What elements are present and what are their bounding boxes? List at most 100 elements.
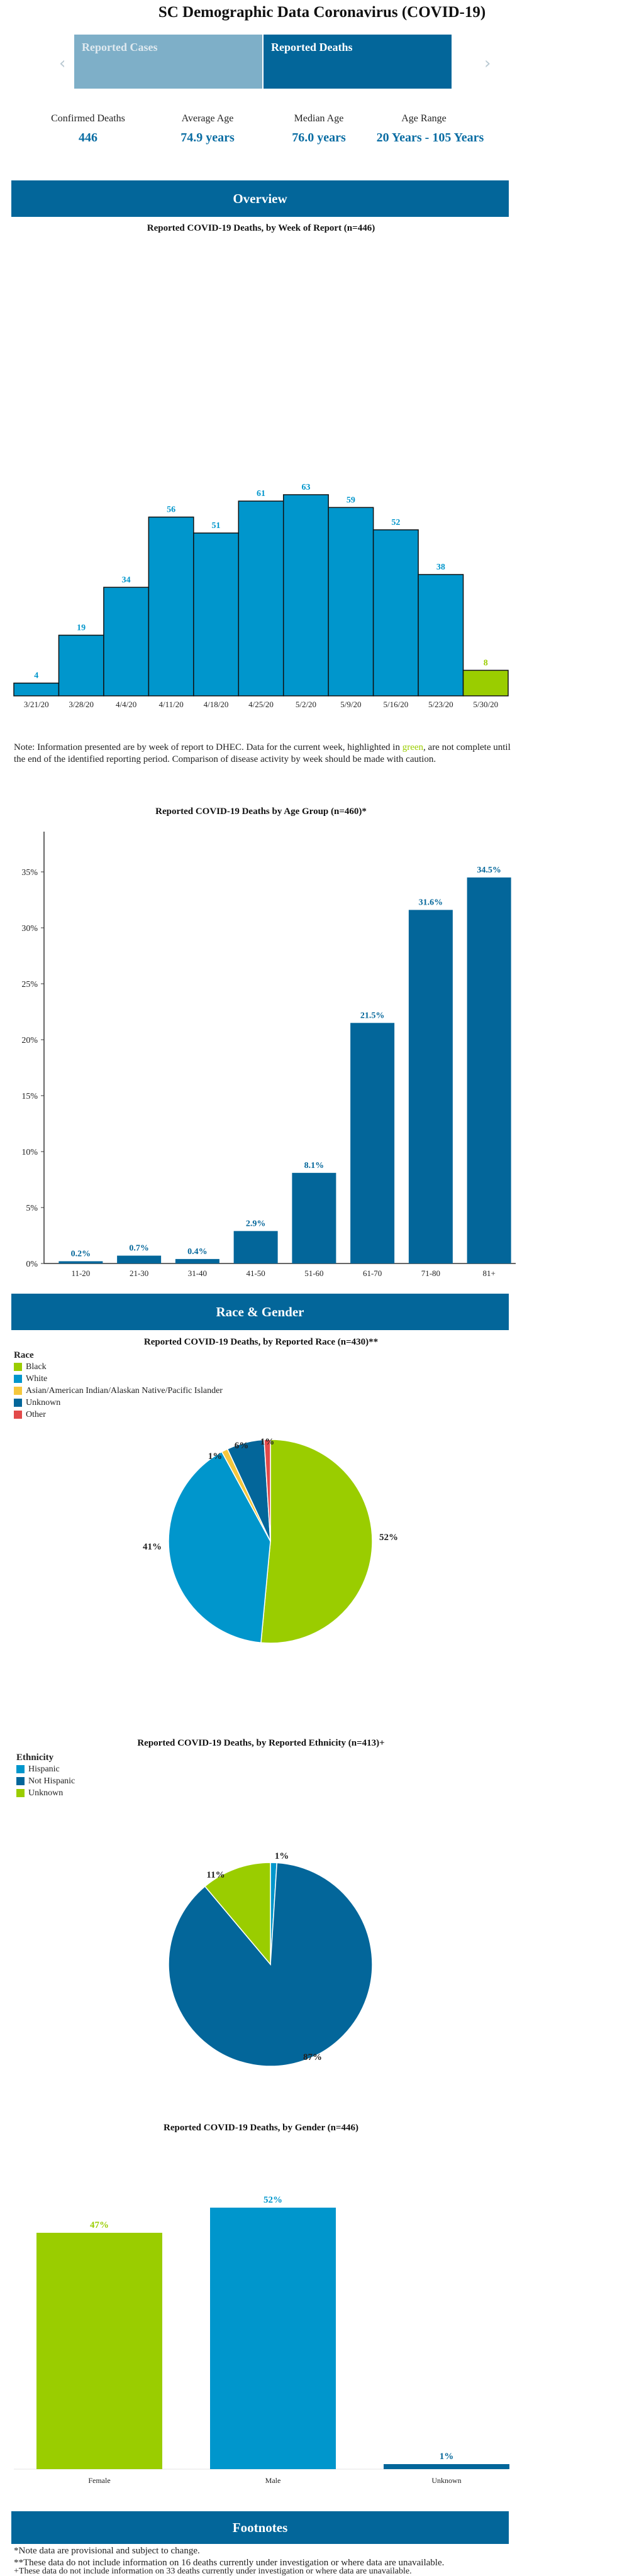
- data-label: 4: [34, 671, 38, 681]
- data-label: 52: [391, 518, 400, 527]
- slice-label: 52%: [379, 1533, 398, 1543]
- data-label: 2.9%: [246, 1219, 266, 1228]
- legend-label: Unknown: [28, 1788, 64, 1798]
- legend-item: White: [14, 1373, 223, 1385]
- x-tick-label: 11-20: [71, 1269, 90, 1278]
- data-label: 19: [77, 623, 86, 632]
- x-tick-label: 3/28/20: [69, 700, 94, 709]
- bar: [58, 1261, 103, 1263]
- stat-label-age-range: Age Range: [401, 113, 447, 124]
- legend-label: White: [26, 1373, 48, 1384]
- data-label: 51: [212, 521, 221, 531]
- stat-value-average-age: 74.9 years: [180, 131, 235, 145]
- footnote-2: **These data do not include information …: [14, 2558, 445, 2568]
- legend-item: Unknown: [14, 1397, 223, 1409]
- bar: [193, 532, 240, 696]
- y-tick-label: 35%: [21, 868, 38, 878]
- tab-reported-deaths[interactable]: Reported Deaths: [264, 35, 452, 89]
- slice-label: 1%: [275, 1851, 289, 1861]
- chart-title-ethnicity: Reported COVID-19 Deaths, by Reported Et…: [137, 1738, 385, 1748]
- chart-title-gender: Reported COVID-19 Deaths, by Gender (n=4…: [164, 2123, 358, 2133]
- bar: [148, 516, 194, 696]
- legend-item: Not Hispanic: [16, 1775, 75, 1787]
- note-text-end: , are not complete until the end of the …: [14, 742, 511, 764]
- stat-value-age-range: 20 Years - 105 Years: [376, 131, 484, 145]
- x-tick-label: 4/18/20: [204, 700, 229, 709]
- data-label: 8.1%: [304, 1161, 325, 1170]
- bar: [210, 2208, 336, 2469]
- pie-slice: [264, 1439, 271, 1542]
- bar: [238, 500, 284, 696]
- x-tick-label: 5/16/20: [383, 700, 408, 709]
- legend-label: Black: [26, 1362, 47, 1372]
- legend-item: Other: [14, 1409, 223, 1421]
- legend-label: Hispanic: [28, 1764, 60, 1774]
- legend-item: Black: [14, 1361, 223, 1373]
- bar: [467, 877, 511, 1263]
- footnote-3: +These data do not include information o…: [14, 2567, 412, 2576]
- bar: [408, 910, 453, 1263]
- x-tick-label: 5/23/20: [428, 700, 453, 709]
- note-highlight: green: [402, 742, 424, 752]
- x-tick-label: 31-40: [188, 1269, 207, 1278]
- x-tick-label: 61-70: [363, 1269, 382, 1278]
- chevron-right-icon[interactable]: ›: [484, 54, 491, 73]
- stat-label-confirmed-deaths: Confirmed Deaths: [51, 113, 125, 124]
- y-tick-label: 0%: [26, 1260, 38, 1269]
- chart-title-race: Reported COVID-19 Deaths, by Reported Ra…: [143, 1337, 379, 1347]
- y-tick-label: 30%: [21, 924, 38, 933]
- y-tick-label: 20%: [21, 1036, 38, 1045]
- data-label: 61: [257, 489, 265, 498]
- y-tick-label: 5%: [26, 1204, 38, 1213]
- x-tick-label: 5/30/20: [473, 700, 498, 709]
- x-tick-label: Unknown: [431, 2476, 461, 2485]
- ethnicity-legend: Ethnicity Hispanic Not Hispanic Unknown: [16, 1753, 75, 1799]
- data-label: 56: [167, 505, 175, 515]
- footnote-1: *Note data are provisional and subject t…: [14, 2546, 200, 2556]
- pie-slice: [168, 1451, 271, 1644]
- data-label: 47%: [90, 2220, 109, 2230]
- legend-title-race: Race: [14, 1350, 34, 1360]
- legend-swatch: [14, 1375, 22, 1383]
- x-tick-label: 71-80: [421, 1269, 440, 1278]
- chart-weekly-deaths: 4 3/21/20 19 3/28/20 34 4/4/20 56 4/11/20 51 4/18…: [13, 483, 509, 709]
- stat-label-median-age: Median Age: [294, 113, 344, 124]
- x-tick-label: 3/21/20: [24, 700, 49, 709]
- weekly-note: Note: Information presented are by week …: [14, 742, 511, 766]
- bar: [292, 1172, 336, 1263]
- chart-ethnicity-pie: 1% 87% 11%: [168, 1851, 373, 2067]
- tab-reported-cases[interactable]: Reported Cases: [74, 35, 262, 89]
- slice-label: 1%: [208, 1451, 223, 1461]
- legend-label: Other: [26, 1409, 46, 1419]
- x-tick-label: 4/25/20: [248, 700, 274, 709]
- legend-label: Unknown: [26, 1397, 61, 1407]
- legend-swatch: [14, 1411, 22, 1419]
- data-label: 52%: [264, 2195, 282, 2205]
- bar: [175, 1258, 219, 1263]
- legend-swatch: [16, 1789, 25, 1797]
- note-text: Note: Information presented are by week …: [14, 742, 402, 752]
- data-label: 38: [436, 563, 445, 572]
- legend-label: Asian/American Indian/Alaskan Native/Pac…: [26, 1385, 223, 1395]
- legend-label: Not Hispanic: [28, 1776, 75, 1786]
- chart-title-age: Reported COVID-19 Deaths by Age Group (n…: [155, 806, 367, 817]
- section-banner-race-gender: Race & Gender: [11, 1294, 509, 1330]
- y-tick-label: 25%: [21, 980, 38, 989]
- slice-label: 87%: [303, 2052, 322, 2062]
- data-label: 31.6%: [419, 898, 443, 908]
- legend-swatch: [16, 1765, 25, 1773]
- legend-swatch: [16, 1777, 25, 1785]
- bar: [328, 507, 374, 696]
- legend-item: Asian/American Indian/Alaskan Native/Pac…: [14, 1385, 223, 1397]
- data-label: 8: [484, 658, 488, 668]
- chart-title-weekly: Reported COVID-19 Deaths, by Week of Rep…: [147, 223, 375, 233]
- bar: [282, 494, 329, 696]
- data-label: 0.4%: [187, 1247, 208, 1257]
- slice-label: 11%: [206, 1870, 225, 1880]
- bar: [384, 2464, 509, 2469]
- legend-swatch: [14, 1387, 22, 1395]
- chevron-left-icon[interactable]: ‹: [59, 54, 66, 73]
- slice-label: 1%: [260, 1437, 275, 1447]
- data-label: 21.5%: [360, 1011, 385, 1020]
- x-tick-label: Male: [265, 2476, 281, 2485]
